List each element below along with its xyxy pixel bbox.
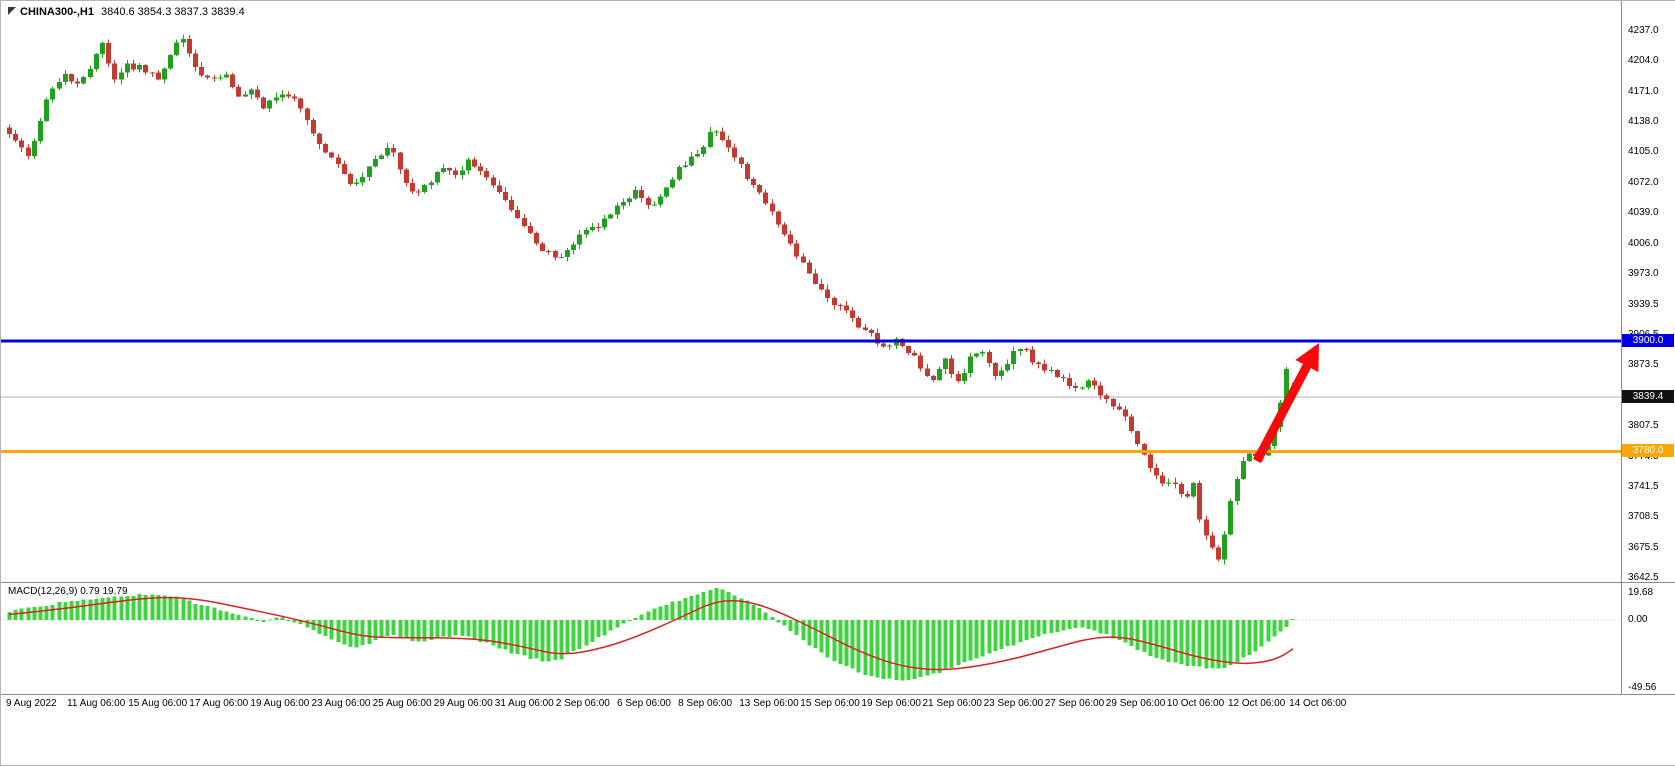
pane-borders [1, 1, 1675, 695]
macd-tick-label: 19.68 [1628, 587, 1654, 598]
macd-signal-line [8, 596, 1294, 671]
time-tick-label: 10 Oct 06:00 [1166, 698, 1225, 709]
price-tick-label: 4138.0 [1628, 116, 1659, 128]
price-tick-label: 3642.5 [1628, 572, 1659, 583]
price-tick-label: 4237.0 [1628, 25, 1659, 36]
price-tick-label: 4006.0 [1628, 237, 1659, 249]
price-tick-label: 4171.0 [1628, 85, 1659, 97]
current-price-tag: 3839.4 [1622, 389, 1674, 403]
time-tick-label: 25 Aug 06:00 [372, 698, 432, 709]
candles [7, 34, 1295, 565]
price-tick-label: 4039.0 [1628, 207, 1659, 219]
macd-tick-label: 0.00 [1628, 614, 1648, 625]
time-tick-label: 9 Aug 2022 [6, 698, 57, 709]
price-tick-label: 4204.0 [1628, 55, 1659, 67]
trend-arrow[interactable] [1253, 343, 1319, 464]
price-tick-label: 3873.5 [1628, 359, 1659, 371]
time-tick-label: 11 Aug 06:00 [67, 698, 126, 709]
time-tick-label: 21 Sep 06:00 [922, 698, 983, 709]
time-tick-label: 29 Sep 06:00 [1105, 698, 1166, 709]
time-tick-label: 8 Sep 06:00 [678, 698, 733, 709]
chart-title: CHINA300-,H1 3840.6 3854.3 3837.3 3839.4 [8, 6, 245, 18]
time-tick-label: 15 Sep 06:00 [800, 698, 860, 709]
price-axis[interactable]: -49.56 0.00 19.68 3642.5 3675.5 3708.5 3741.5 3… [1621, 1, 1675, 695]
chart-symbol-icon [8, 7, 16, 15]
time-tick-label: 23 Aug 06:00 [311, 698, 371, 709]
time-tick-label: 23 Sep 06:00 [983, 698, 1044, 709]
time-tick-label: 14 Oct 06:00 [1289, 698, 1347, 709]
time-axis[interactable]: 9 Aug 2022 11 Aug 06:00 15 Aug 06:00 17 Aug… [1, 695, 1675, 717]
time-tick-label: 15 Aug 06:00 [128, 698, 188, 709]
price-tick-label: 3741.5 [1628, 480, 1659, 492]
time-tick-label: 12 Oct 06:00 [1228, 698, 1286, 709]
price-tick-label: 3708.5 [1628, 511, 1659, 523]
price-tick-label: 4105.0 [1628, 146, 1659, 158]
macd-indicator-label: MACD(12,26,9) 0.79 19.79 [8, 586, 128, 597]
time-tick-label: 29 Aug 06:00 [433, 698, 493, 709]
price-tick-label: 3807.5 [1628, 420, 1659, 432]
time-tick-label: 13 Sep 06:00 [739, 698, 799, 709]
macd-histogram [7, 588, 1295, 681]
support-price-tag: 3780.0 [1622, 444, 1674, 458]
macd-tick-label: -49.56 [1628, 682, 1657, 693]
time-tick-label: 19 Sep 06:00 [861, 698, 921, 709]
time-tick-label: 6 Sep 06:00 [617, 698, 671, 709]
time-tick-label: 31 Aug 06:00 [494, 698, 554, 709]
time-tick-label: 19 Aug 06:00 [250, 698, 310, 709]
time-tick-label: 27 Sep 06:00 [1044, 698, 1105, 709]
price-tick-label: 3675.5 [1628, 541, 1659, 553]
resistance-price-tag: 3900.0 [1622, 334, 1674, 348]
time-tick-label: 17 Aug 06:00 [189, 698, 249, 709]
ohlc-values: 3840.6 3854.3 3837.3 3839.4 [100, 6, 245, 18]
time-tick-label: 2 Sep 06:00 [555, 698, 610, 709]
symbol-timeframe-label: CHINA300-,H1 [20, 6, 94, 18]
price-tick-label: 4072.0 [1628, 176, 1659, 188]
price-tick-label: 3939.5 [1628, 298, 1659, 310]
price-tick-label: 3973.0 [1628, 267, 1659, 279]
